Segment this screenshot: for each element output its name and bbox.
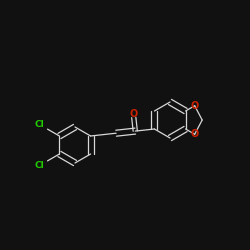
Text: O: O bbox=[190, 101, 199, 111]
Text: Cl: Cl bbox=[34, 161, 44, 170]
Text: O: O bbox=[190, 129, 199, 139]
Text: O: O bbox=[129, 110, 138, 120]
Text: Cl: Cl bbox=[34, 120, 44, 129]
